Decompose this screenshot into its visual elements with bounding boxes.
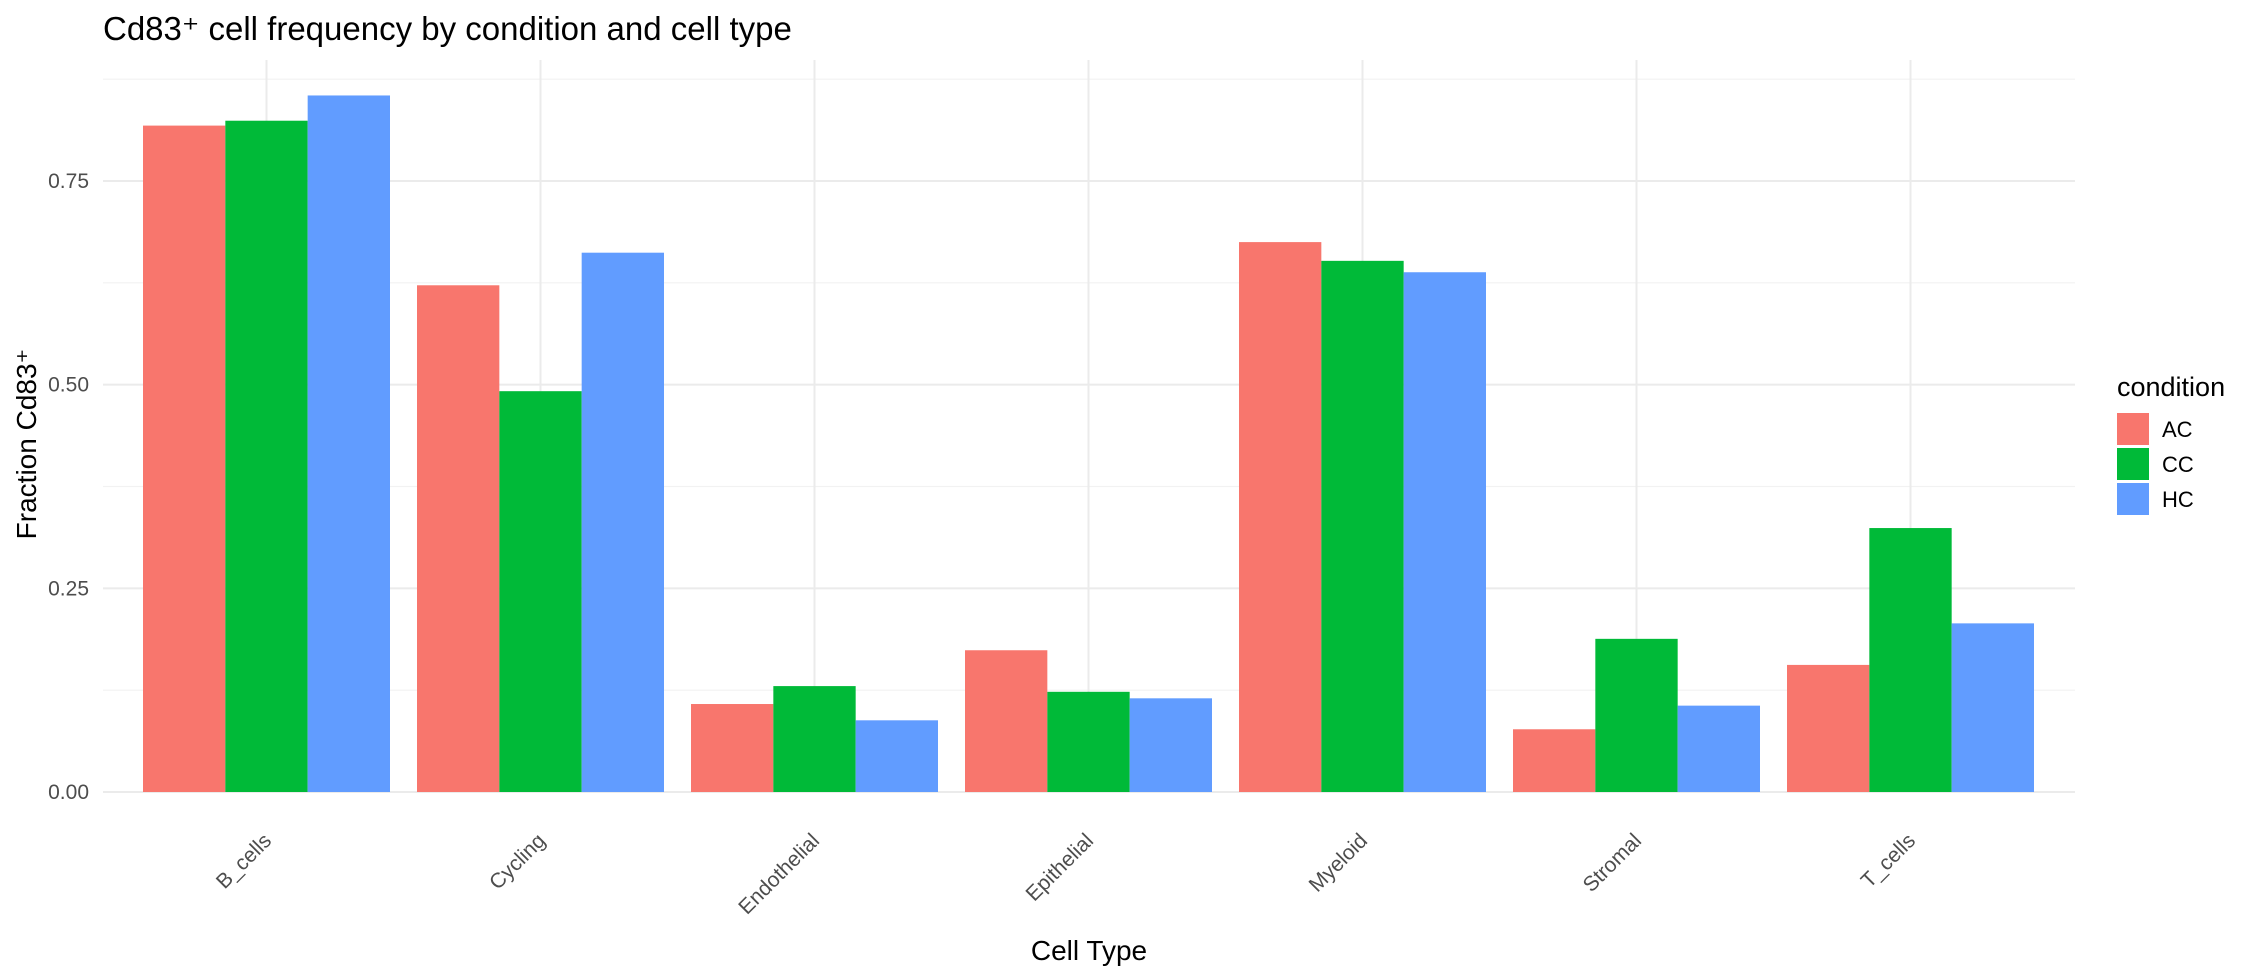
legend-label-cc: CC [2162,452,2194,477]
legend-label-hc: HC [2162,487,2194,512]
bar-ac-b_cells [143,125,226,793]
x-axis-ticks: B_cells Cycling Endothelial Epithelial Myelo… [212,829,1920,919]
bar-hc-endothelial [855,720,938,792]
x-tick-label: Epithelial [1022,829,1099,906]
bar-ac-t_cells [1787,664,1870,792]
bar-cc-cycling [499,391,582,792]
y-tick-label: 0.25 [48,577,89,600]
bar-hc-myeloid [1403,272,1486,792]
bar-cc-endothelial [773,686,856,792]
bar-ac-myeloid [1239,242,1322,793]
legend-label-ac: AC [2162,417,2193,442]
x-tick-label: Stromal [1579,829,1646,896]
bar-ac-epithelial [965,650,1048,792]
bar-cc-b_cells [225,120,308,793]
x-tick-label: Endothelial [734,829,824,919]
bar-hc-cycling [581,252,664,792]
y-axis-title: Fraction Cd83⁺ [11,349,42,540]
bar-hc-stromal [1677,705,1760,792]
bar-cc-myeloid [1321,260,1404,792]
x-tick-label: T_cells [1857,829,1920,892]
bar-cc-epithelial [1047,691,1130,792]
bar-ac-endothelial [691,704,774,792]
legend-key-ac [2117,413,2149,445]
bar-ac-stromal [1513,729,1596,792]
bars [143,95,2034,793]
gridlines [103,60,2075,793]
legend-title: condition [2117,372,2225,402]
y-tick-label: 0.50 [48,374,89,397]
x-tick-label: B_cells [212,829,276,893]
bar-hc-t_cells [1951,623,2034,792]
x-axis-title: Cell Type [1031,935,1147,966]
legend: condition AC CC HC [2117,372,2225,515]
bar-cc-t_cells [1869,528,1952,792]
bar-ac-cycling [417,285,500,792]
bar-hc-epithelial [1129,698,1212,792]
legend-items: AC CC HC [2117,413,2194,515]
bar-cc-stromal [1595,638,1678,792]
y-tick-label: 0.75 [48,170,89,193]
bar-hc-b_cells [307,95,390,792]
legend-key-hc [2117,483,2149,515]
x-tick-label: Cycling [485,829,550,894]
chart-title: Cd83⁺ cell frequency by condition and ce… [103,10,792,47]
y-axis-ticks: 0.00 0.25 0.50 0.75 [48,170,89,804]
y-tick-label: 0.00 [48,781,89,804]
x-tick-label: Myeloid [1305,829,1372,896]
legend-key-cc [2117,448,2149,480]
